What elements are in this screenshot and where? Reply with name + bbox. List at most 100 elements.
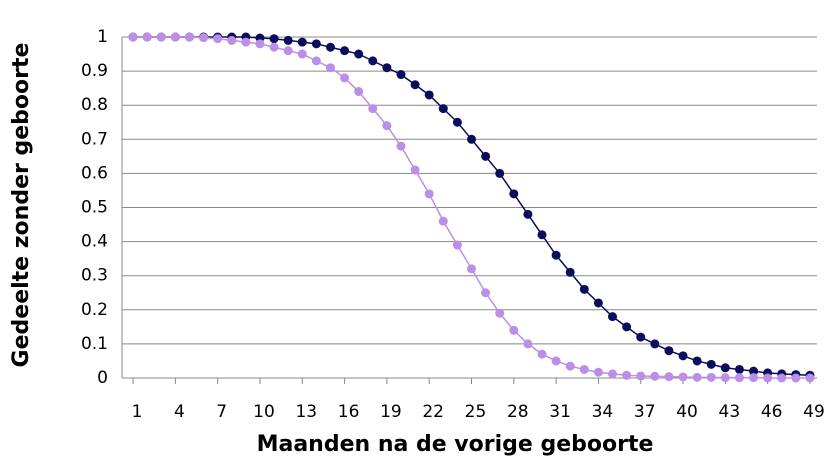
y-tick-label: 0.8 <box>81 95 108 115</box>
y-axis-label: Gedeelte zonder geboorte <box>9 43 34 368</box>
x-tick-label: 10 <box>253 402 275 422</box>
data-point <box>749 366 759 376</box>
y-tick-label: 0.5 <box>81 198 108 218</box>
x-tick-label: 1 <box>132 402 143 422</box>
data-point <box>269 42 279 52</box>
x-tick-label: 25 <box>465 402 487 422</box>
data-point <box>452 117 462 127</box>
data-point <box>636 371 646 381</box>
x-tick-label: 7 <box>216 402 227 422</box>
x-tick-label: 46 <box>761 402 783 422</box>
x-tick-label: 37 <box>634 402 656 422</box>
data-point <box>692 356 702 366</box>
data-point <box>805 373 815 383</box>
data-point <box>608 312 618 322</box>
data-point <box>311 39 321 49</box>
data-point <box>720 363 730 373</box>
series-line <box>133 36 810 377</box>
data-point <box>382 63 392 73</box>
data-point <box>523 209 533 219</box>
data-point <box>650 371 660 381</box>
data-point <box>537 230 547 240</box>
data-point <box>283 46 293 56</box>
data-point <box>354 87 364 97</box>
data-point <box>184 32 194 42</box>
data-point <box>199 33 209 43</box>
data-point <box>481 151 491 161</box>
x-tick-label: 28 <box>507 402 529 422</box>
data-point <box>438 104 448 114</box>
data-point <box>283 35 293 45</box>
data-point <box>382 121 392 131</box>
data-point <box>297 37 307 47</box>
data-point <box>565 267 575 277</box>
data-point <box>537 349 547 359</box>
data-point <box>523 339 533 349</box>
data-point <box>509 189 519 199</box>
data-point <box>340 73 350 83</box>
y-tick-label: 0.1 <box>81 334 108 354</box>
data-point <box>424 189 434 199</box>
y-tick-label: 0.3 <box>81 266 108 286</box>
y-tick-label: 0.7 <box>81 129 108 149</box>
x-tick-label: 43 <box>719 402 741 422</box>
y-tick-label: 1 <box>97 27 108 47</box>
data-point <box>509 325 519 335</box>
data-point <box>410 165 420 175</box>
data-point <box>325 42 335 52</box>
data-point <box>593 298 603 308</box>
data-point <box>720 373 730 383</box>
y-tick-label: 0 <box>97 368 108 388</box>
data-point <box>734 373 744 383</box>
x-tick-label: 31 <box>549 402 571 422</box>
data-point <box>650 339 660 349</box>
x-tick-label: 49 <box>803 402 825 422</box>
data-point <box>424 90 434 100</box>
y-tick-label: 0.9 <box>81 61 108 81</box>
data-point <box>142 32 152 42</box>
x-tick-label: 4 <box>174 402 185 422</box>
x-tick-label: 40 <box>676 402 698 422</box>
data-point <box>692 372 702 382</box>
data-point <box>467 134 476 144</box>
data-point <box>410 80 420 90</box>
data-point <box>340 46 350 56</box>
data-point <box>467 264 476 274</box>
data-point <box>297 49 307 59</box>
data-point <box>311 56 321 66</box>
x-axis-label: Maanden na de vorige geboorte <box>257 432 654 457</box>
data-point <box>678 351 688 361</box>
data-point <box>325 63 335 73</box>
x-tick-label: 34 <box>592 402 614 422</box>
data-point <box>565 361 575 371</box>
data-point <box>678 372 688 382</box>
x-tick-label: 16 <box>338 402 360 422</box>
data-point <box>664 372 674 382</box>
data-point <box>593 367 603 377</box>
y-tick-label: 0.4 <box>81 232 108 252</box>
data-point <box>495 168 505 178</box>
data-point <box>622 370 632 380</box>
data-point <box>156 32 166 42</box>
data-point <box>706 372 716 382</box>
x-tick-label: 22 <box>422 402 444 422</box>
data-point <box>255 39 265 49</box>
x-tick-label: 13 <box>295 402 317 422</box>
data-point <box>551 356 561 366</box>
data-point <box>579 284 589 294</box>
data-point <box>452 240 462 250</box>
x-tick-label: 19 <box>380 402 402 422</box>
data-point <box>763 373 773 383</box>
data-point <box>368 56 378 66</box>
data-point <box>396 141 406 151</box>
data-point <box>269 34 279 44</box>
data-point <box>128 32 138 42</box>
data-point <box>227 35 237 45</box>
y-tick-label: 0.6 <box>81 163 108 183</box>
data-point <box>354 49 364 59</box>
data-point <box>734 364 744 374</box>
data-point <box>551 250 561 260</box>
data-point <box>777 373 787 383</box>
